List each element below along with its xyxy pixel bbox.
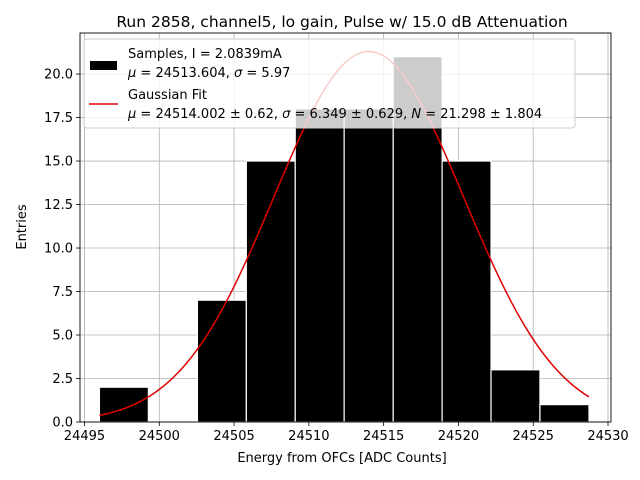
y-tick-label: 0.0 [52,416,73,431]
histogram-bar [343,108,394,423]
legend-fit-line2: μ = 24514.002 ± 0.62, σ = 6.349 ± 0.629,… [127,107,542,122]
x-tick-label: 24500 [139,429,180,444]
y-tick-label: 10.0 [44,242,73,257]
legend-samples-sigma: σ [234,66,243,81]
x-axis-label: Energy from OFCs [ADC Counts] [237,451,446,466]
legend-samples-mu: μ [127,66,136,81]
legend-samples-line2: μ = 24513.604, σ = 5.97 [127,66,290,81]
legend-samples-line1: Samples, I = 2.0839mA [128,47,282,62]
chart-title: Run 2858, channel5, lo gain, Pulse w/ 15… [116,13,567,31]
legend-fit-sigma: σ [282,107,291,122]
x-tick-label: 24525 [513,429,554,444]
x-tick-label: 24515 [363,429,404,444]
legend-samples-sigma-value: = 5.97 [242,66,290,81]
x-axis-ticks: 24495 24500 24505 24510 24515 24520 24525 24530 [64,422,629,444]
histogram-bar [539,404,590,423]
histogram-bar [245,160,296,423]
x-tick-label: 24510 [288,429,329,444]
legend-fit-mu: μ [127,107,136,122]
y-tick-label: 12.5 [44,198,73,213]
x-tick-label: 24495 [64,429,105,444]
histogram-bar [490,369,541,423]
y-tick-label: 2.5 [52,372,73,387]
histogram-bar [441,160,492,423]
y-tick-label: 7.5 [52,285,73,300]
legend-swatch-samples [90,61,117,70]
y-axis-ticks: 0.0 2.5 5.0 7.5 10.0 12.5 15.0 17.5 20.0 [44,68,80,431]
y-tick-label: 17.5 [44,111,73,126]
legend-box [83,38,576,129]
y-tick-label: 20.0 [44,68,73,83]
x-tick-label: 24505 [213,429,254,444]
y-axis-label: Entries [15,204,30,250]
legend-fit-line1: Gaussian Fit [128,88,207,103]
x-tick-label: 24530 [587,429,628,444]
legend-fit-sigma-value: = 6.349 ± 0.629, [290,107,411,122]
legend: Samples, I = 2.0839mA μ = 24513.604, σ =… [83,38,576,129]
legend-fit-mu-value: = 24514.002 ± 0.62, [136,107,282,122]
plot-frame [79,32,612,423]
legend-fit-n: N [411,107,421,122]
histogram-bar [196,299,247,423]
histogram-bar [294,108,345,423]
y-tick-label: 5.0 [52,329,73,344]
x-tick-label: 24520 [438,429,479,444]
histogram-bar [98,386,149,423]
legend-fit-n-value: = 21.298 ± 1.804 [421,107,542,122]
legend-samples-mu-value: = 24513.604, [136,66,234,81]
y-tick-label: 15.0 [44,155,73,170]
